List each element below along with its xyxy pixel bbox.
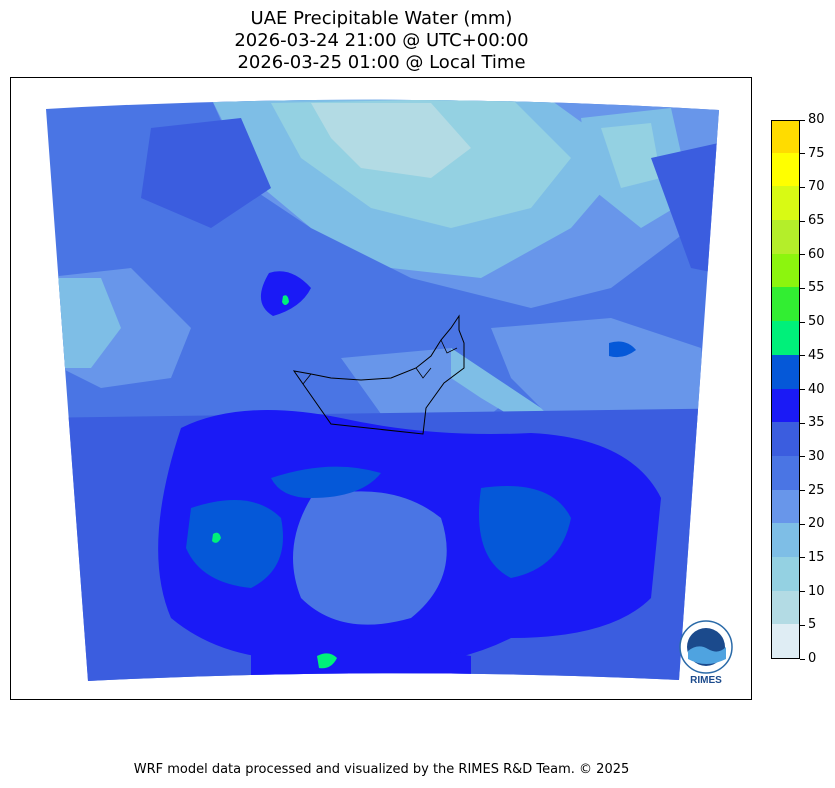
colorbar-tick-label: 30 (808, 448, 825, 464)
colorbar-tick (800, 186, 805, 188)
colorbar-tick (800, 389, 805, 390)
colorbar-segment (772, 354, 799, 389)
contour-40-45-east (479, 486, 571, 578)
contour-25-30-inner (293, 491, 447, 625)
colorbar-tick (800, 523, 805, 525)
colorbar-tick (800, 355, 805, 357)
colorbar-segment (772, 388, 799, 423)
colorbar-tick-label: 60 (808, 246, 825, 262)
contour-45-50-b (317, 653, 337, 669)
colorbar-tick-label: 55 (808, 280, 825, 296)
colorbar-segment (772, 421, 799, 456)
colorbar-tick-label: 0 (808, 651, 817, 666)
map-frame (10, 77, 752, 700)
colorbar-tick-label: 5 (808, 617, 817, 633)
colorbar-segment (772, 590, 799, 625)
colorbar-segment (772, 455, 799, 490)
colorbar-segment (772, 219, 799, 254)
colorbar-tick-label: 15 (808, 549, 825, 565)
logo-text: RIMES (690, 675, 722, 686)
colorbar-segment (772, 185, 799, 221)
contour-5-10 (311, 103, 471, 178)
colorbar-segment (772, 489, 799, 524)
colorbar-tick (800, 119, 805, 121)
colorbar-tick (800, 490, 805, 492)
colorbar-tick-label: 45 (808, 347, 825, 363)
colorbar-tick-label: 35 (808, 415, 825, 431)
colorbar-segment (772, 253, 799, 288)
colorbar-tick-label: 80 (808, 112, 825, 127)
contour-35-40-nw (260, 271, 311, 316)
contour-40-45-center (271, 466, 381, 498)
title-line-3: 2026-03-25 01:00 @ Local Time (237, 52, 526, 73)
contour-30-35-north (141, 118, 271, 228)
colorbar-segment (772, 286, 799, 322)
contour-40-45-ne (609, 341, 636, 358)
colorbar-segment (772, 152, 799, 187)
credit-text: WRF model data processed and visualized … (133, 762, 630, 777)
colorbar-tick-label: 20 (808, 516, 825, 532)
colorbar-segment (772, 556, 799, 591)
colorbar-tick (800, 624, 805, 626)
colorbar-tick-label: 10 (808, 583, 825, 599)
colorbar-tick (800, 153, 805, 155)
colorbar-tick (800, 456, 805, 458)
colorbar-tick (800, 220, 805, 222)
uae-coastline (302, 339, 458, 385)
title-line-2: 2026-03-24 21:00 @ UTC+00:00 (234, 30, 529, 51)
colorbar-tick-label: 40 (808, 381, 825, 397)
colorbar-tick (800, 422, 805, 424)
colorbar-tick (800, 658, 805, 660)
colorbar-segment (772, 121, 799, 153)
title-line-1: UAE Precipitable Water (mm) (250, 8, 513, 29)
colorbar-tick-label: 65 (808, 213, 825, 229)
colorbar-tick (800, 287, 805, 289)
contour-45-50-c (282, 295, 289, 305)
contour-40-45-west (186, 500, 283, 588)
contour-35-40-south-strip (251, 643, 471, 678)
colorbar-tick-label: 50 (808, 314, 825, 330)
colorbar-segment (772, 623, 799, 658)
colorbar-tick (800, 557, 805, 559)
colorbar-tick-label: 25 (808, 482, 825, 498)
contour-45-50-a (212, 532, 221, 543)
uae-border (292, 314, 465, 435)
precipitable-water-map (46, 99, 719, 681)
colorbar (771, 120, 800, 659)
contour-10-15-ne (601, 123, 661, 188)
colorbar-tick (800, 591, 805, 593)
colorbar-tick (800, 254, 805, 256)
colorbar-tick-label: 75 (808, 145, 825, 161)
colorbar-segment (772, 522, 799, 557)
colorbar-segment (772, 320, 799, 355)
colorbar-tick (800, 321, 805, 323)
rimes-logo-icon: RIMES (679, 620, 733, 686)
colorbar-tick-label: 70 (808, 179, 825, 195)
